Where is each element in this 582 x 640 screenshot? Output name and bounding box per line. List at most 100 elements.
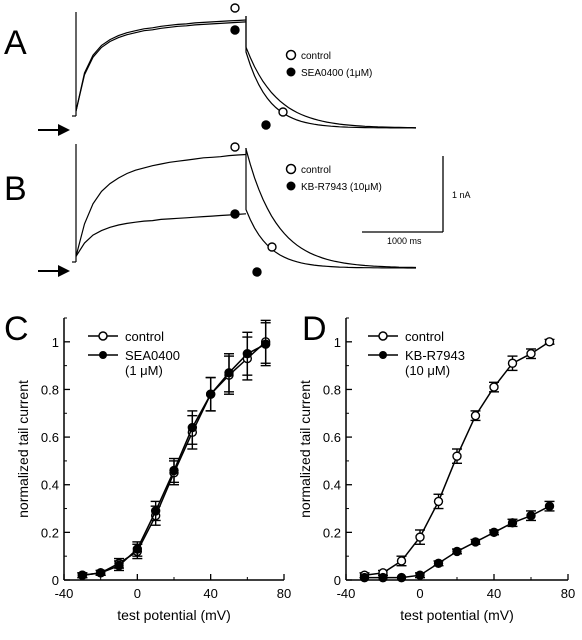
panel-letter-a: A [4, 24, 27, 62]
y-tick-label: 0.6 [323, 430, 341, 445]
filled-circle-icon [99, 351, 107, 359]
filled-circle-icon [379, 351, 387, 359]
peak-marker-drug [230, 25, 240, 35]
y-tick-label: 0 [334, 573, 341, 588]
tail-marker-drug [261, 120, 271, 130]
scale-bar: 1 nA 1000 ms [362, 156, 471, 246]
legend-d-drug-line1: KB-R7943 [405, 348, 465, 363]
peak-marker-control [230, 142, 240, 152]
tail-marker-drug [252, 267, 262, 277]
data-point [169, 465, 179, 476]
data-point [378, 572, 388, 583]
tail-marker-control [278, 107, 288, 117]
x-axis-label: test potential (mV) [400, 607, 514, 623]
y-axis-label: normalized tail current [15, 380, 31, 518]
x-tick-label: 80 [277, 586, 291, 601]
data-point [396, 556, 407, 566]
data-point [224, 368, 234, 378]
tail-trace-drug [245, 148, 416, 269]
peak-marker-control [230, 3, 240, 13]
tail-trace-control [245, 16, 417, 129]
data-point [150, 506, 161, 516]
x-axis-label: test potential (mV) [117, 607, 231, 623]
data-point [77, 570, 88, 580]
panel-a: A control SEA0400 (1μM) [4, 3, 417, 136]
data-point [187, 422, 198, 433]
legend-d: control KB-R7943 (10 μM) [368, 329, 465, 378]
filled-circle-icon [286, 181, 296, 191]
traces-b [72, 142, 417, 277]
filled-circle-icon [286, 67, 296, 77]
legend-b-drug: KB-R7943 (10μM) [301, 182, 382, 193]
legend-c-drug-line2: (1 μM) [125, 363, 163, 378]
y-tick-label: 0.2 [323, 525, 341, 540]
open-circle-icon [378, 331, 388, 341]
panel-letter-c: C [4, 310, 29, 348]
x-tick-label: 40 [487, 586, 501, 601]
data-point [359, 572, 370, 583]
data-point [507, 358, 518, 368]
trace-control [75, 19, 247, 112]
arrow-icon [38, 265, 70, 277]
trace-drug [75, 213, 247, 257]
tail-trace-drug [245, 16, 417, 129]
data-point [452, 451, 462, 461]
y-tick-label: 0.6 [41, 430, 59, 445]
data-point [132, 544, 143, 554]
data-point [544, 501, 555, 511]
data-point [470, 537, 481, 547]
data-point [114, 561, 124, 571]
data-point [470, 410, 481, 421]
legend-b-control: control [301, 165, 331, 176]
panel-letter-d: D [302, 310, 327, 348]
data-point [544, 337, 555, 347]
open-circle-icon [98, 331, 108, 341]
x-tick-label: -40 [337, 586, 356, 601]
scale-bar-time-label: 1000 ms [387, 236, 422, 246]
data-point [242, 349, 253, 359]
open-circle-icon [285, 163, 297, 175]
data-point [507, 518, 518, 528]
y-axis-label: normalized tail current [297, 380, 313, 518]
data-point [205, 389, 216, 399]
data-point [452, 546, 462, 557]
y-tick-label: 0.4 [323, 478, 341, 493]
panel-letter-b: B [4, 170, 27, 208]
scale-bar-current-label: 1 nA [452, 190, 471, 200]
legend-c-drug-line1: SEA0400 [125, 348, 180, 363]
data-point [433, 558, 444, 569]
data-point [260, 339, 271, 349]
data-point [526, 349, 536, 359]
data-point [95, 568, 106, 578]
x-tick-label: -40 [55, 586, 74, 601]
data-point [396, 572, 407, 583]
tail-marker-control [267, 242, 277, 252]
legend-a-control: control [301, 51, 331, 62]
trace-control [75, 153, 247, 257]
legend-b: control KB-R7943 (10μM) [285, 163, 382, 193]
legend-a: control SEA0400 (1μM) [285, 49, 372, 79]
y-tick-label: 0.8 [323, 382, 341, 397]
x-tick-label: 40 [203, 586, 217, 601]
legend-c-control: control [125, 329, 164, 344]
y-tick-label: 0.8 [41, 382, 59, 397]
data-point [526, 510, 536, 521]
open-circle-icon [285, 49, 297, 61]
legend-d-control: control [405, 329, 444, 344]
x-tick-label: 0 [134, 586, 141, 601]
y-tick-label: 1 [52, 335, 59, 350]
x-tick-label: 0 [416, 586, 423, 601]
data-point [489, 527, 499, 538]
arrow-icon [38, 124, 70, 136]
legend-d-drug-line2: (10 μM) [405, 363, 450, 378]
data-point [415, 570, 425, 580]
data-point [433, 496, 444, 507]
legend-a-drug: SEA0400 (1μM) [301, 68, 372, 79]
y-tick-label: 0 [52, 573, 59, 588]
data-point [415, 532, 425, 542]
